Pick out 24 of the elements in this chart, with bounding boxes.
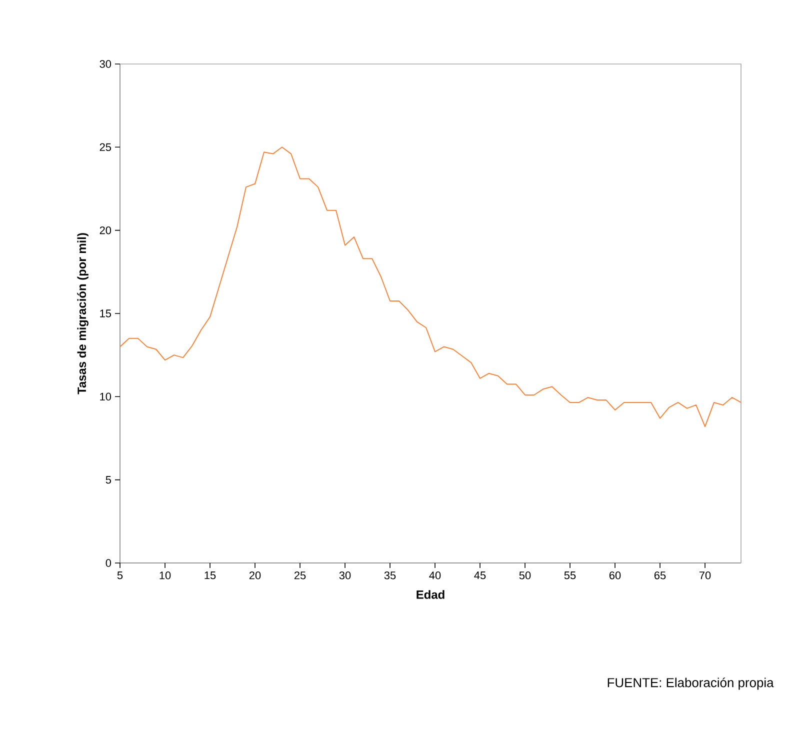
x-tick-label: 40 <box>429 572 441 580</box>
x-tick-label: 45 <box>474 572 486 580</box>
x-tick-label: 20 <box>249 572 261 580</box>
y-tick-label: 15 <box>100 310 112 318</box>
x-tick-label: 50 <box>519 572 531 580</box>
source-note: FUENTE: Elaboración propia <box>608 678 774 690</box>
x-tick-label: 55 <box>564 572 576 580</box>
y-axis-title: Tasas de migración (por mil) <box>77 233 88 394</box>
y-tick-label: 30 <box>100 60 112 68</box>
y-tick-label: 20 <box>100 226 112 234</box>
x-tick-label: 10 <box>160 572 171 580</box>
x-axis-title: Edad <box>416 590 444 599</box>
x-tick-label: 25 <box>294 572 306 580</box>
x-tick-label: 5 <box>117 572 123 580</box>
x-tick-label: 15 <box>204 572 216 580</box>
x-tick-label: 70 <box>699 572 711 580</box>
x-tick-label: 65 <box>654 572 666 580</box>
y-tick-label: 5 <box>106 476 112 484</box>
y-tick-label: 25 <box>100 143 112 152</box>
x-tick-label: 35 <box>384 572 396 580</box>
x-tick-label: 60 <box>609 572 621 580</box>
x-tick-label: 30 <box>339 572 351 580</box>
y-tick-label: 10 <box>100 392 112 401</box>
y-tick-label: 0 <box>106 559 112 567</box>
